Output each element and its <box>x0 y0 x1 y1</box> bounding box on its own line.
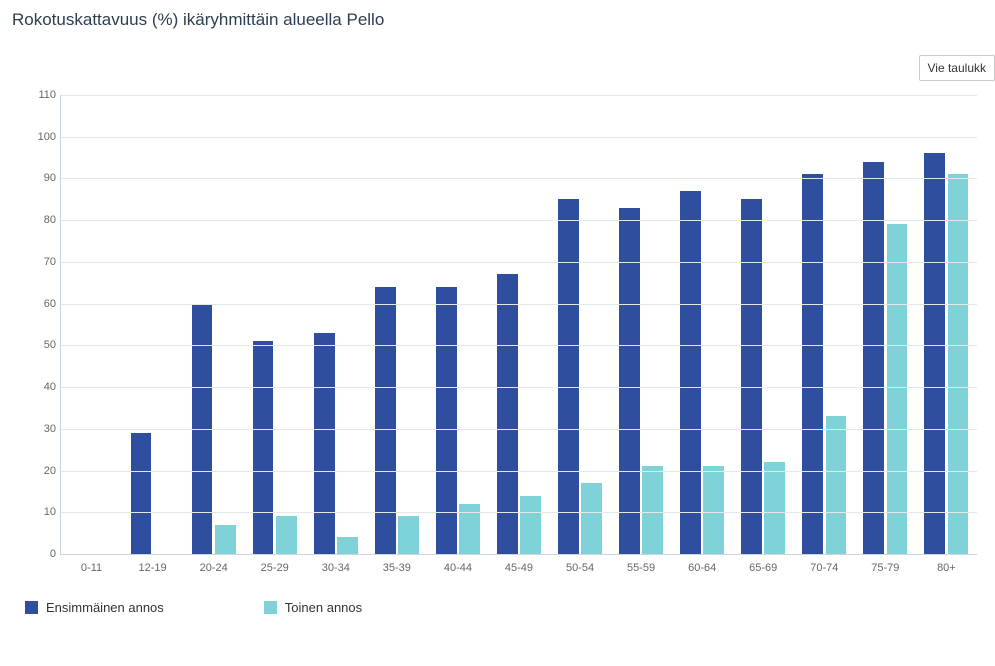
y-tick-label: 0 <box>26 548 56 560</box>
category-group: 60-64 <box>672 95 733 554</box>
x-tick-label: 25-29 <box>244 554 305 574</box>
bar[interactable] <box>558 199 579 554</box>
gridline <box>61 471 977 472</box>
category-group: 50-54 <box>550 95 611 554</box>
legend-label: Toinen annos <box>285 600 362 615</box>
category-group: 80+ <box>916 95 977 554</box>
x-tick-label: 80+ <box>916 554 977 574</box>
gridline <box>61 137 977 138</box>
x-tick-label: 50-54 <box>550 554 611 574</box>
x-tick-label: 70-74 <box>794 554 855 574</box>
bar[interactable] <box>398 516 419 554</box>
x-tick-label: 0-11 <box>61 554 122 574</box>
category-group: 25-29 <box>244 95 305 554</box>
bar[interactable] <box>131 433 152 554</box>
category-group: 65-69 <box>733 95 794 554</box>
x-tick-label: 35-39 <box>366 554 427 574</box>
x-tick-label: 40-44 <box>427 554 488 574</box>
category-group: 70-74 <box>794 95 855 554</box>
legend-label: Ensimmäinen annos <box>46 600 164 615</box>
y-tick-label: 50 <box>26 339 56 351</box>
bar[interactable] <box>619 208 640 554</box>
bar[interactable] <box>215 525 236 554</box>
gridline <box>61 429 977 430</box>
x-tick-label: 55-59 <box>611 554 672 574</box>
bar[interactable] <box>680 191 701 554</box>
gridline <box>61 220 977 221</box>
y-tick-label: 70 <box>26 256 56 268</box>
bar[interactable] <box>337 537 358 554</box>
bar[interactable] <box>314 333 335 554</box>
category-group: 35-39 <box>366 95 427 554</box>
bar[interactable] <box>581 483 602 554</box>
legend-swatch <box>25 601 38 614</box>
export-button[interactable]: Vie taulukk <box>919 55 995 81</box>
y-tick-label: 20 <box>26 465 56 477</box>
y-tick-label: 100 <box>26 131 56 143</box>
chart-title: Rokotuskattavuus (%) ikäryhmittäin aluee… <box>0 0 995 30</box>
y-tick-label: 40 <box>26 381 56 393</box>
bar[interactable] <box>764 462 785 554</box>
bar[interactable] <box>948 174 969 554</box>
x-tick-label: 20-24 <box>183 554 244 574</box>
bar[interactable] <box>826 416 847 554</box>
gridline <box>61 95 977 96</box>
category-group: 75-79 <box>855 95 916 554</box>
x-tick-label: 75-79 <box>855 554 916 574</box>
y-tick-label: 90 <box>26 172 56 184</box>
bar[interactable] <box>276 516 297 554</box>
bar[interactable] <box>741 199 762 554</box>
legend-swatch <box>264 601 277 614</box>
bar[interactable] <box>887 224 908 554</box>
y-tick-label: 30 <box>26 423 56 435</box>
category-group: 45-49 <box>488 95 549 554</box>
gridline <box>61 345 977 346</box>
bar[interactable] <box>436 287 457 554</box>
bar[interactable] <box>375 287 396 554</box>
gridline <box>61 387 977 388</box>
gridline <box>61 178 977 179</box>
category-group: 12-19 <box>122 95 183 554</box>
x-tick-label: 45-49 <box>488 554 549 574</box>
plot-area: 0-1112-1920-2425-2930-3435-3940-4445-495… <box>60 95 977 555</box>
legend-item[interactable]: Toinen annos <box>264 600 362 615</box>
gridline <box>61 512 977 513</box>
bar[interactable] <box>802 174 823 554</box>
gridline <box>61 304 977 305</box>
x-tick-label: 60-64 <box>672 554 733 574</box>
bar[interactable] <box>924 153 945 554</box>
y-tick-label: 10 <box>26 506 56 518</box>
category-group: 55-59 <box>611 95 672 554</box>
bar[interactable] <box>703 466 724 554</box>
category-group: 0-11 <box>61 95 122 554</box>
legend-item[interactable]: Ensimmäinen annos <box>25 600 164 615</box>
gridline <box>61 262 977 263</box>
category-group: 30-34 <box>305 95 366 554</box>
y-tick-label: 60 <box>26 298 56 310</box>
bar[interactable] <box>253 341 274 554</box>
category-group: 20-24 <box>183 95 244 554</box>
x-groups: 0-1112-1920-2425-2930-3435-3940-4445-495… <box>61 95 977 554</box>
bar[interactable] <box>520 496 541 554</box>
x-tick-label: 30-34 <box>305 554 366 574</box>
x-tick-label: 12-19 <box>122 554 183 574</box>
bar[interactable] <box>642 466 663 554</box>
y-tick-label: 80 <box>26 214 56 226</box>
category-group: 40-44 <box>427 95 488 554</box>
chart-container: 0-1112-1920-2425-2930-3435-3940-4445-495… <box>0 95 995 585</box>
y-tick-label: 110 <box>26 89 56 101</box>
legend: Ensimmäinen annos Toinen annos <box>25 600 362 615</box>
x-tick-label: 65-69 <box>733 554 794 574</box>
